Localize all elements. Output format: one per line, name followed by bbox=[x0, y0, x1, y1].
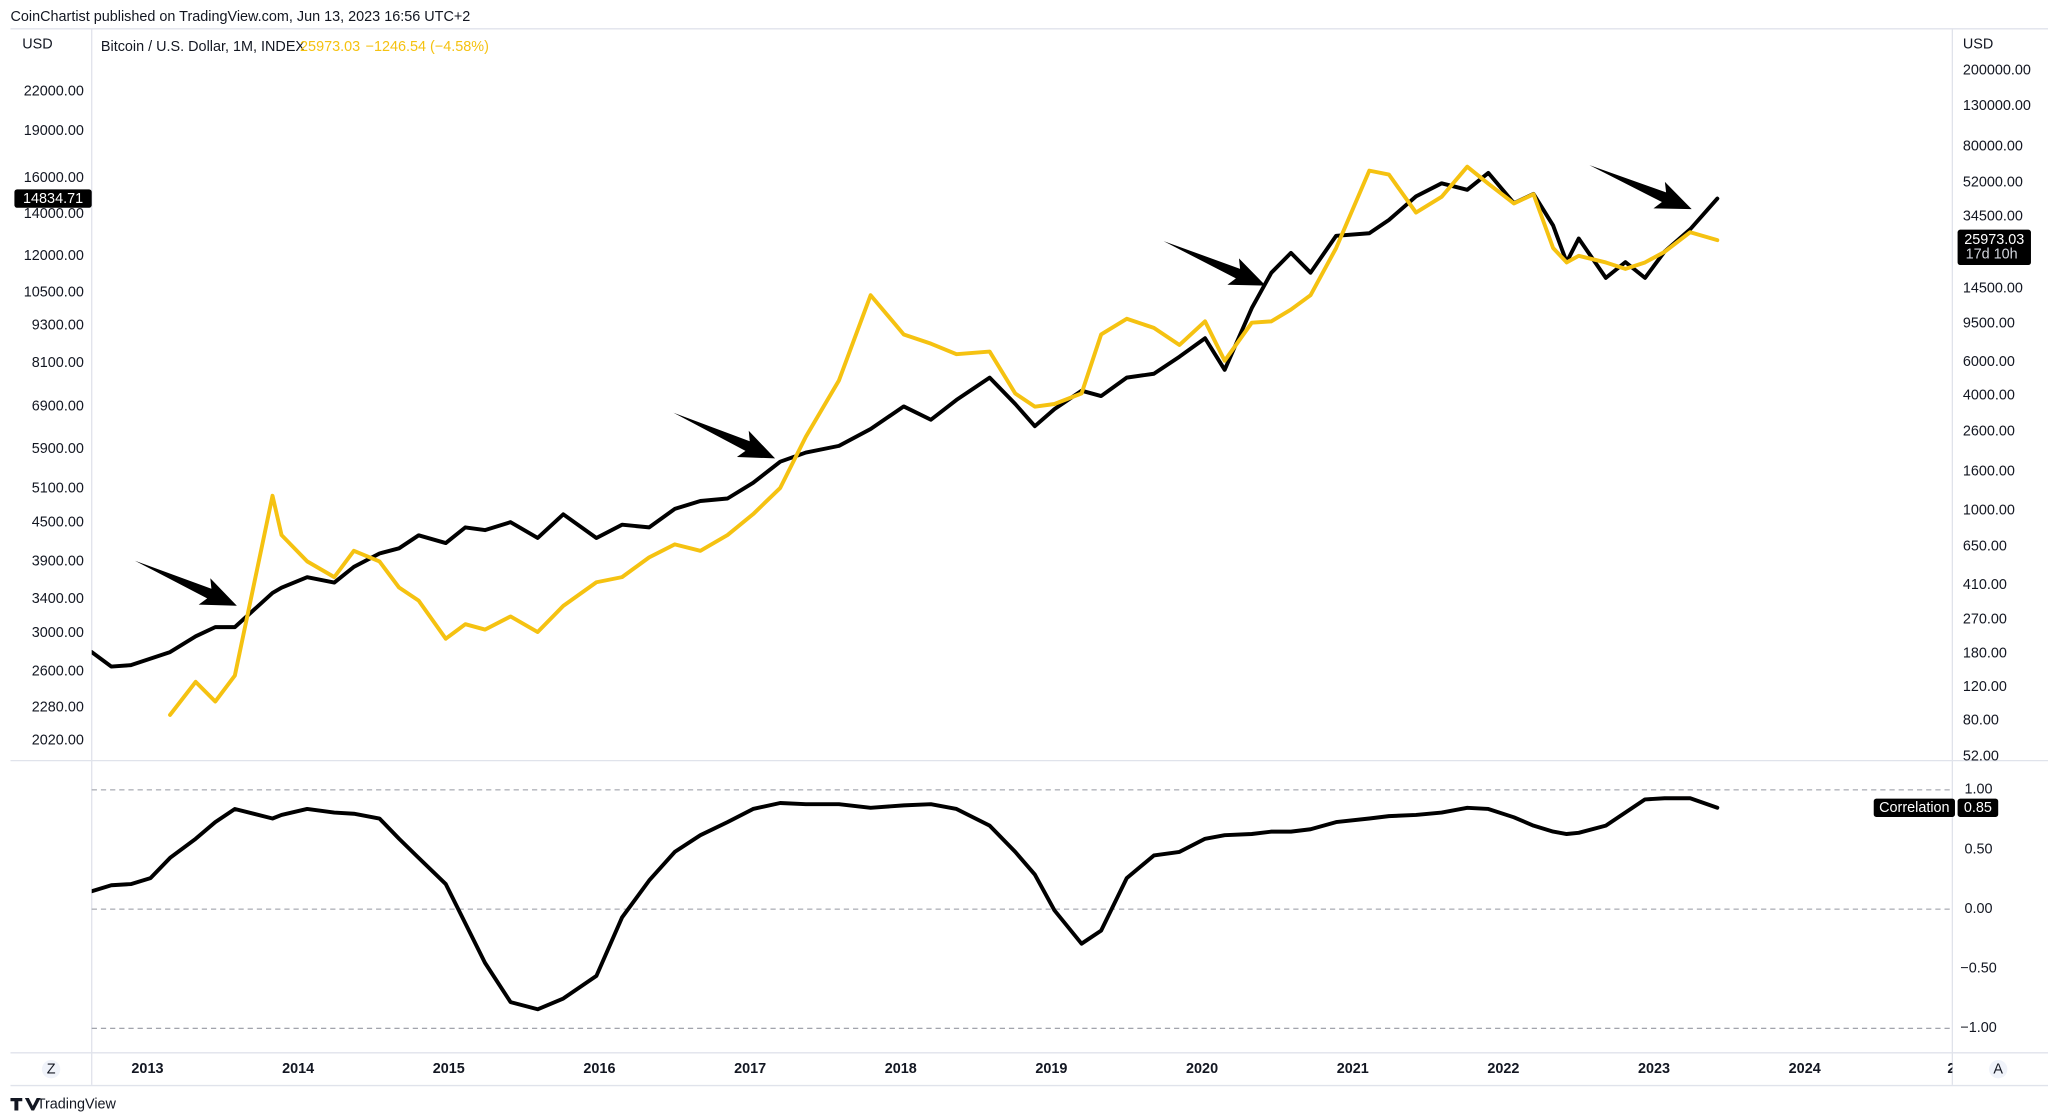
y-tick-label: 3900.00 bbox=[32, 553, 84, 569]
x-tick-label: 2019 bbox=[1035, 1061, 1067, 1077]
arrow bbox=[134, 560, 237, 606]
price-tag-label: 25973.03 bbox=[1964, 232, 2024, 248]
indicator-value: 0.85 bbox=[1964, 800, 1992, 816]
y-tick-label: −0.50 bbox=[1960, 961, 1996, 977]
series-group bbox=[91, 796, 1720, 1012]
x-tick-label: 2020 bbox=[1186, 1061, 1218, 1077]
indicator-name-tag bbox=[1873, 798, 1955, 817]
y2-tick-label: 9500.00 bbox=[1963, 316, 2015, 332]
arrow bbox=[1163, 241, 1266, 286]
y-tick-label: 8100.00 bbox=[32, 355, 84, 371]
y2-tick-label: 52000.00 bbox=[1963, 174, 2023, 190]
y-tick-label: 2280.00 bbox=[32, 699, 84, 715]
y2-tick-label: 130000.00 bbox=[1963, 98, 2031, 114]
y-tick-label: 6900.00 bbox=[32, 398, 84, 414]
x-tick-label: 2013 bbox=[131, 1061, 163, 1077]
y-tick-label: 2600.00 bbox=[32, 664, 84, 680]
y2-tick-label: 52.00 bbox=[1963, 749, 1999, 765]
y-tick-label: 14000.00 bbox=[24, 206, 84, 222]
annotation-arrows bbox=[134, 165, 1692, 606]
price-tag bbox=[1957, 229, 2031, 266]
y-tick-label: 5100.00 bbox=[32, 481, 84, 497]
footer-brand[interactable]: TradingView bbox=[37, 1096, 117, 1112]
series-group bbox=[91, 164, 1720, 717]
price-tag bbox=[14, 189, 92, 208]
y-tick-label: 4500.00 bbox=[32, 515, 84, 531]
bar-countdown: 17d 10h bbox=[1966, 246, 2018, 262]
y-tick-label: 19000.00 bbox=[24, 123, 84, 139]
y2-tick-label: 650.00 bbox=[1963, 539, 2007, 555]
right-axis-unit: USD bbox=[1963, 36, 1993, 52]
y2-tick-label: 4000.00 bbox=[1963, 387, 2015, 403]
y-tick-label: 0.50 bbox=[1965, 841, 1993, 857]
y2-tick-label: 80000.00 bbox=[1963, 138, 2023, 154]
y-tick-label: 22000.00 bbox=[24, 83, 84, 99]
zoom-button-label[interactable]: Z bbox=[47, 1062, 56, 1078]
auto-scale-button-label[interactable]: A bbox=[1993, 1062, 2003, 1078]
x-tick-label: 20 bbox=[1947, 1061, 1963, 1077]
y2-tick-label: 2600.00 bbox=[1963, 423, 2015, 439]
x-tick-label: 2018 bbox=[885, 1061, 917, 1077]
y-tick-label: 16000.00 bbox=[24, 170, 84, 186]
price-tag-label: 14834.71 bbox=[23, 191, 83, 207]
y2-tick-label: 200000.00 bbox=[1963, 62, 2031, 78]
x-tick-label: 2023 bbox=[1638, 1061, 1670, 1077]
y2-tick-label: 1000.00 bbox=[1963, 503, 2015, 519]
y2-tick-label: 34500.00 bbox=[1963, 208, 2023, 224]
y2-tick-label: 14500.00 bbox=[1963, 280, 2023, 296]
y2-tick-label: 270.00 bbox=[1963, 612, 2007, 628]
time-axis-labels: 2013 2014 2015 2016 2017 2018 2019 2020 2021 2022… bbox=[131, 1061, 1963, 1077]
x-tick-label: 2022 bbox=[1487, 1061, 1519, 1077]
legend-symbol: Bitcoin / U.S. Dollar, 1M, INDEX bbox=[101, 39, 306, 55]
arrow bbox=[1589, 165, 1692, 210]
x-tick-label: 2024 bbox=[1789, 1061, 1821, 1077]
x-tick-label: 2021 bbox=[1337, 1061, 1369, 1077]
x-tick-label: 2015 bbox=[433, 1061, 465, 1077]
y-tick-label: 12000.00 bbox=[24, 248, 84, 264]
legend-change: −1246.54 (−4.58%) bbox=[366, 39, 489, 55]
y-tick-label: −1.00 bbox=[1960, 1020, 1996, 1036]
series-line bbox=[168, 164, 1720, 717]
x-tick-label: 2016 bbox=[583, 1061, 615, 1077]
y2-tick-label: 1600.00 bbox=[1963, 464, 2015, 480]
y2-tick-label: 410.00 bbox=[1963, 577, 2007, 593]
y-tick-label: 3400.00 bbox=[32, 591, 84, 607]
y2-tick-label: 120.00 bbox=[1963, 679, 2007, 695]
plot-layer: 2020.00 2280.00 2600.00 3000.00 3400.00 3900.… bbox=[14, 62, 2031, 1077]
y-tick-label: 9300.00 bbox=[32, 317, 84, 333]
logo-mark bbox=[10, 1098, 41, 1111]
y-tick-label: 3000.00 bbox=[32, 625, 84, 641]
y-tick-label: 5900.00 bbox=[32, 441, 84, 457]
y2-tick-label: 6000.00 bbox=[1963, 354, 2015, 370]
y-tick-label: 2020.00 bbox=[32, 732, 84, 748]
left-axis-unit: USD bbox=[22, 36, 52, 52]
y2-tick-label: 180.00 bbox=[1963, 645, 2007, 661]
legend-last-value: 25973.03 bbox=[300, 39, 360, 55]
indicator-value-tag bbox=[1957, 798, 1999, 817]
arrow bbox=[673, 412, 776, 459]
x-tick-label: 2014 bbox=[282, 1061, 314, 1077]
y2-tick-label: 80.00 bbox=[1963, 713, 1999, 729]
y-tick-label: 10500.00 bbox=[24, 284, 84, 300]
y-tick-label: 0.00 bbox=[1965, 901, 1993, 917]
y-tick-label: 1.00 bbox=[1965, 782, 1993, 798]
x-tick-label: 2017 bbox=[734, 1061, 766, 1077]
publisher-header: CoinChartist published on TradingView.co… bbox=[10, 9, 470, 25]
auto-scale-button[interactable] bbox=[1989, 1060, 2008, 1079]
series-line bbox=[91, 796, 1720, 1012]
indicator-name: Correlation bbox=[1879, 800, 1949, 816]
zoom-button[interactable] bbox=[41, 1060, 61, 1079]
